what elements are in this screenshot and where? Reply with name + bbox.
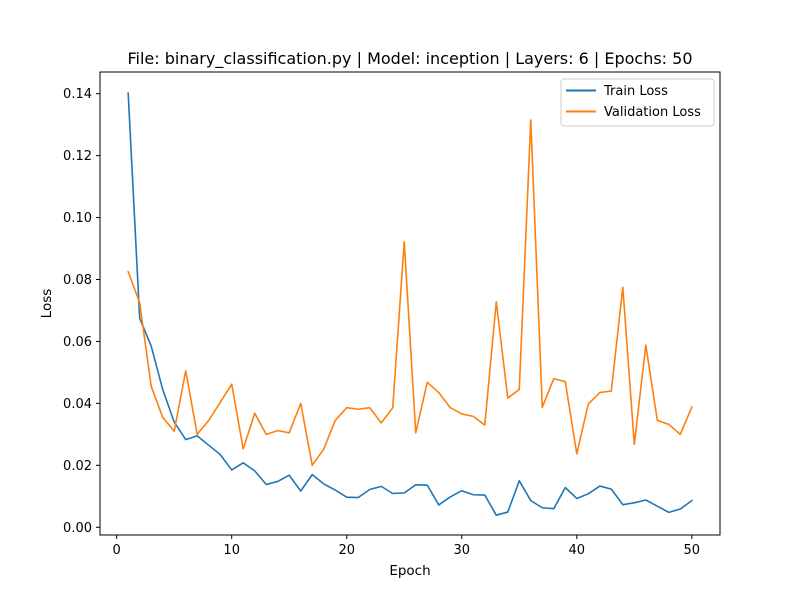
y-axis-label: Loss (39, 289, 55, 319)
y-tick-label: 0.04 (63, 397, 92, 412)
y-tick-label: 0.12 (63, 149, 92, 164)
y-tick-label: 0.02 (63, 459, 92, 474)
y-tick-label: 0.10 (63, 211, 92, 226)
x-tick-label: 0 (113, 543, 121, 558)
x-tick-label: 10 (223, 543, 240, 558)
legend-label-validation-loss: Validation Loss (604, 105, 701, 120)
legend: Train Loss Validation Loss (560, 78, 715, 127)
series-line-train-loss (127, 92, 693, 516)
plot-area: 0 10 20 30 40 50 0.00 0.02 0.04 0.06 0.08 0.10 0.12… (63, 71, 721, 558)
x-axis: 0 10 20 30 40 50 (113, 535, 701, 558)
series-lines (127, 92, 693, 516)
series-line-validation-loss (127, 119, 693, 467)
y-tick-label: 0.14 (63, 87, 92, 102)
x-axis-label: Epoch (389, 563, 430, 579)
x-tick-label: 30 (453, 543, 470, 558)
chart-title: File: binary_classification.py | Model: … (127, 49, 692, 69)
y-tick-label: 0.06 (63, 335, 92, 350)
legend-box (560, 78, 715, 127)
x-tick-label: 50 (684, 543, 701, 558)
x-tick-label: 40 (569, 543, 586, 558)
plot-frame (99, 71, 721, 536)
y-tick-label: 0.08 (63, 273, 92, 288)
y-axis: 0.00 0.02 0.04 0.06 0.08 0.10 0.12 0.14 (63, 87, 100, 536)
x-tick-label: 20 (338, 543, 355, 558)
y-tick-label: 0.00 (63, 521, 92, 536)
legend-label-train-loss: Train Loss (603, 84, 668, 99)
